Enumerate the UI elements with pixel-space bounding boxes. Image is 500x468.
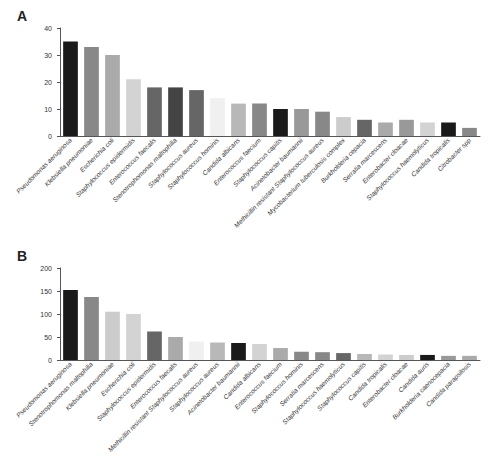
svg-text:Burkholderia cepacia: Burkholderia cepacia [319,136,367,185]
svg-text:Methicillin resistant Staphylo: Methicillin resistant Staphylococcus aur… [107,360,201,454]
svg-text:Acinetobacter baumannii: Acinetobacter baumannii [185,360,241,416]
svg-text:50: 50 [44,334,52,341]
svg-text:Enterococcus faecium: Enterococcus faecium [232,360,283,411]
svg-text:200: 200 [40,265,52,272]
svg-text:Staphylococcus capitis: Staphylococcus capitis [315,360,367,412]
svg-text:Candida parapsilosis: Candida parapsilosis [424,360,473,409]
svg-text:Candida albicans: Candida albicans [222,360,263,401]
svg-text:100: 100 [40,311,52,318]
svg-text:Candida tropicalis: Candida tropicalis [346,360,388,402]
svg-text:10: 10 [44,106,52,113]
svg-text:Stenotrophomonas maltophilia: Stenotrophomonas maltophilia [27,360,94,428]
svg-text:Staphylococcus haemolyticus: Staphylococcus haemolyticus [280,360,346,426]
svg-text:40: 40 [44,25,52,32]
svg-text:0: 0 [48,133,52,140]
svg-text:Enterococcus faecalis: Enterococcus faecalis [128,360,178,411]
svg-text:Staphylococcus epidermidis: Staphylococcus epidermidis [95,360,157,423]
svg-text:Methicillin resistant Staphylo: Methicillin resistant Staphylococcus aur… [233,136,327,230]
svg-text:Escherichia coli: Escherichia coli [78,136,115,173]
svg-text:Mycobacterium tuberculosis com: Mycobacterium tuberculosis complex [266,136,347,217]
svg-text:Citrobacter spp: Citrobacter spp [436,136,473,173]
svg-text:Enterococcus faecium: Enterococcus faecium [211,136,262,187]
svg-text:Staphylococcus haemolyticus: Staphylococcus haemolyticus [364,136,430,202]
svg-text:Enterobacter cloacae: Enterobacter cloacae [360,360,409,409]
svg-text:Burkholderia caenocepacia: Burkholderia caenocepacia [390,360,451,421]
svg-text:Candida auris: Candida auris [396,360,430,394]
svg-text:B: B [17,248,27,264]
svg-text:150: 150 [40,288,52,295]
svg-text:Serratia marcescens: Serratia marcescens [341,136,388,184]
svg-text:20: 20 [44,79,52,86]
svg-text:Stenotrophomonas maltophilia: Stenotrophomonas maltophilia [111,136,178,204]
svg-text:Staphylococcus aureus: Staphylococcus aureus [146,136,199,189]
svg-text:Acinetobacter baumannii: Acinetobacter baumannii [248,136,304,192]
svg-text:Staphylococcus hominis: Staphylococcus hominis [249,360,304,415]
svg-text:Enterobacter cloacae: Enterobacter cloacae [360,136,409,185]
svg-text:0: 0 [48,357,52,364]
svg-text:Klebsiella pneumoniae: Klebsiella pneumoniae [42,136,94,188]
svg-text:Candida tropicalis: Candida tropicalis [409,136,451,178]
svg-text:Enterococcus faecalis: Enterococcus faecalis [107,136,157,187]
svg-text:Staphylococcus epidermidis: Staphylococcus epidermidis [74,136,136,199]
svg-text:A: A [17,8,27,24]
svg-text:30: 30 [44,52,52,59]
svg-text:Pseudomonas aeruginosa: Pseudomonas aeruginosa [14,136,73,195]
svg-text:Pseudomonas aeruginosa: Pseudomonas aeruginosa [14,360,73,419]
svg-text:Serratia marcescens: Serratia marcescens [278,360,325,408]
svg-text:Staphylococcus hominis: Staphylococcus hominis [165,136,220,191]
svg-text:Klebsiella pneumoniae: Klebsiella pneumoniae [63,360,115,412]
svg-text:Staphylococcus capitis: Staphylococcus capitis [231,136,283,188]
svg-text:Candida albicans: Candida albicans [201,136,242,177]
svg-text:Escherichia coli: Escherichia coli [99,360,136,397]
